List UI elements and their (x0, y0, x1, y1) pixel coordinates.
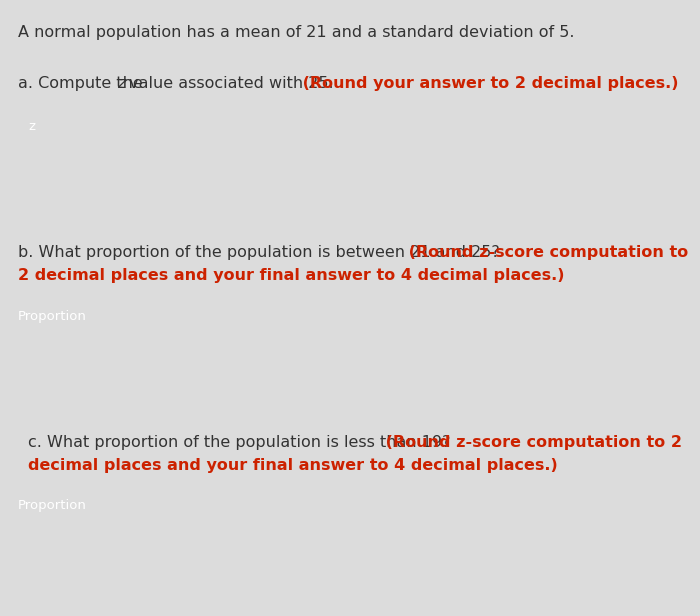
Text: (Round z-score computation to 2: (Round z-score computation to 2 (381, 434, 682, 450)
Text: 2 decimal places and your final answer to 4 decimal places.): 2 decimal places and your final answer t… (18, 268, 564, 283)
Text: z: z (28, 120, 35, 133)
Text: Proportion: Proportion (18, 310, 87, 323)
Text: (Round your answer to 2 decimal places.): (Round your answer to 2 decimal places.) (297, 76, 678, 91)
Text: decimal places and your final answer to 4 decimal places.): decimal places and your final answer to … (28, 458, 558, 473)
Text: Proportion: Proportion (18, 500, 87, 513)
Text: value associated with 25.: value associated with 25. (124, 76, 333, 91)
Text: (Round z-score computation to: (Round z-score computation to (403, 245, 689, 260)
Text: b. What proportion of the population is between 21 and 25?: b. What proportion of the population is … (18, 245, 499, 260)
Text: z: z (117, 76, 125, 91)
Text: a. Compute the: a. Compute the (18, 76, 148, 91)
Text: c. What proportion of the population is less than 19?: c. What proportion of the population is … (28, 434, 451, 450)
Text: A normal population has a mean of 21 and a standard deviation of 5.: A normal population has a mean of 21 and… (18, 25, 574, 39)
